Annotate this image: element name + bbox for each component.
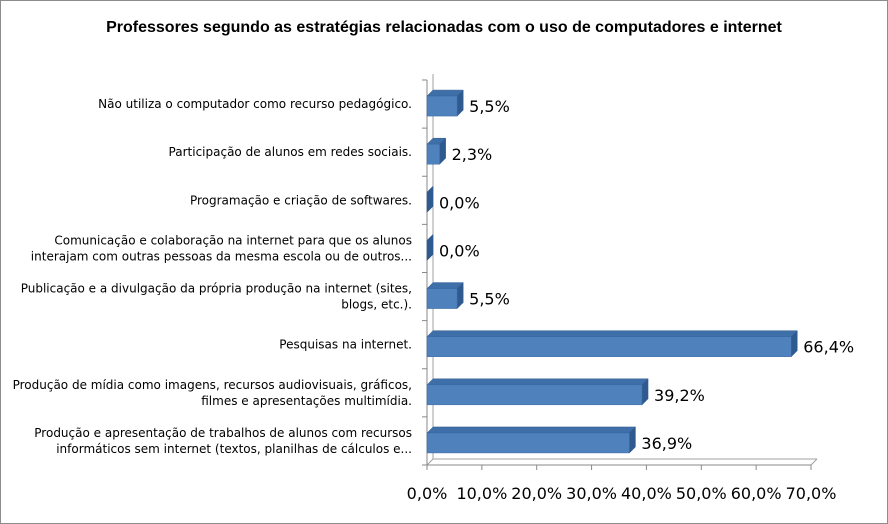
category-label: Produção e apresentação de trabalhos de …: [34, 426, 412, 440]
x-tick-label: 30,0%: [566, 484, 617, 503]
bar-group: [426, 185, 434, 213]
category-label: Publicação e a divulgação da própria pro…: [21, 282, 412, 296]
category-label: interajam com outras pessoas da mesma es…: [31, 249, 412, 263]
chart-title: Professores segundo as estratégias relac…: [106, 19, 782, 36]
category-label: blogs, etc.).: [341, 298, 412, 312]
bar-group: [426, 330, 798, 358]
floor-depth-left: [426, 458, 434, 466]
bar: [426, 143, 440, 165]
category-label: informáticos sem internet (textos, plani…: [56, 442, 412, 456]
data-label: 2,3%: [452, 145, 493, 164]
data-label: 0,0%: [439, 193, 480, 212]
bar-group: [426, 281, 464, 310]
x-tick-label: 50,0%: [676, 484, 727, 503]
data-label: 66,4%: [803, 338, 854, 357]
bar: [426, 384, 643, 406]
category-label: filmes e apresentações multimídia.: [201, 394, 412, 408]
bar-side-face: [426, 233, 434, 262]
x-tick-label: 70,0%: [786, 484, 837, 503]
bar-top-face: [426, 378, 649, 386]
bar-group: [426, 137, 447, 165]
data-label: 5,5%: [469, 97, 510, 116]
category-label: Pesquisas na internet.: [279, 338, 412, 352]
category-label: Programação e criação de softwares.: [190, 193, 412, 207]
bar: [426, 336, 792, 357]
data-label: 39,2%: [654, 386, 705, 405]
category-label: Participação de alunos em redes sociais.: [169, 145, 412, 159]
bar-side-face: [426, 185, 434, 213]
x-tick-label: 0,0%: [407, 484, 448, 503]
bar-group: [426, 378, 649, 406]
x-tick-label: 20,0%: [511, 484, 562, 503]
bar: [426, 288, 458, 309]
data-label: 5,5%: [469, 290, 510, 309]
category-label: Comunicação e colaboração na internet pa…: [54, 233, 412, 247]
bar: [426, 95, 458, 117]
bar-group: [426, 89, 464, 117]
category-label: Não utiliza o computador como recurso pe…: [98, 97, 412, 111]
data-label: 36,9%: [641, 434, 692, 453]
category-label: Produção de mídia como imagens, recursos…: [13, 378, 412, 392]
bar-group: [426, 426, 637, 454]
bar-top-face: [426, 330, 798, 337]
bar-group: [426, 233, 434, 262]
x-tick-label: 40,0%: [621, 484, 672, 503]
data-label: 0,0%: [439, 241, 480, 260]
bar: [426, 432, 630, 454]
x-tick-label: 10,0%: [456, 484, 507, 503]
x-tick-label: 60,0%: [731, 484, 782, 503]
bar-top-face: [426, 426, 637, 434]
floor-depth-right: [810, 458, 818, 466]
